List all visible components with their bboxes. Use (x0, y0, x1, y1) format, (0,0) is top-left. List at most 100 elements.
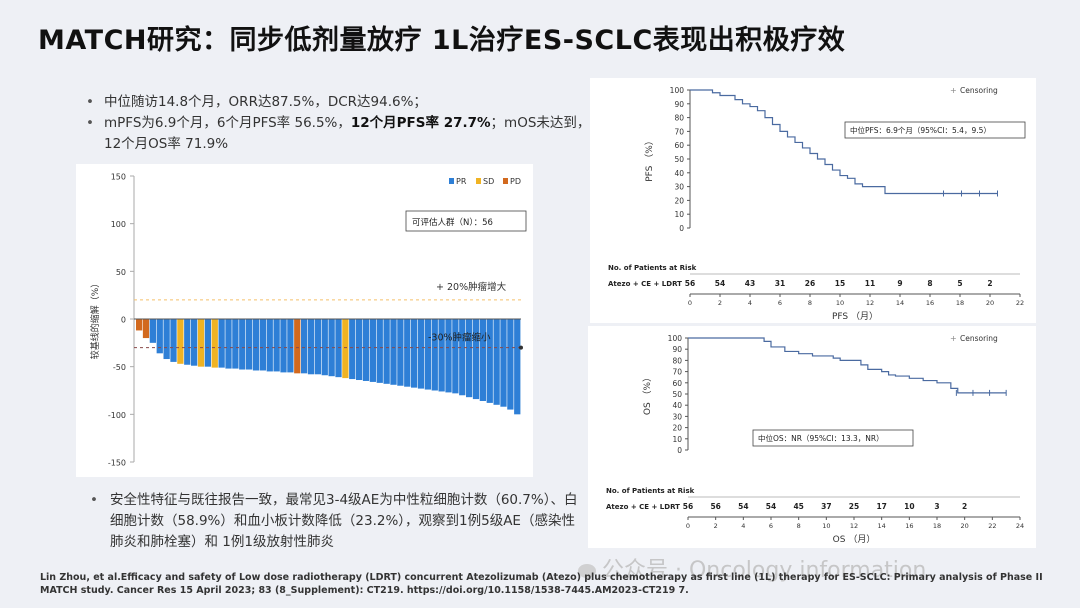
y-axis-label: OS （%） (642, 373, 653, 415)
y-tick-label: 150 (111, 173, 126, 182)
bar (376, 319, 383, 383)
bar (252, 319, 260, 371)
y-tick-label: 40 (672, 401, 682, 410)
risk-number: 15 (835, 279, 845, 288)
risk-number: 54 (766, 502, 776, 511)
x-tick-label: 14 (896, 299, 904, 307)
legend-swatch (476, 178, 481, 184)
y-tick-label: 100 (668, 334, 683, 343)
risk-number: 56 (685, 279, 695, 288)
bar (225, 319, 232, 369)
legend-censor-label: Censoring (960, 86, 998, 95)
bar (191, 319, 198, 366)
risk-number: 11 (865, 279, 875, 288)
bar (404, 319, 411, 387)
risk-number: 31 (775, 279, 785, 288)
bar (328, 319, 335, 377)
median-box (844, 121, 1026, 139)
x-tick-label: 2 (714, 522, 718, 530)
x-tick-label: 22 (988, 522, 996, 530)
legend-swatch (503, 178, 508, 184)
legend-censor-symbol: + (950, 334, 957, 343)
y-tick-label: 100 (111, 220, 126, 229)
risk-number: 17 (876, 502, 886, 511)
bar (177, 319, 184, 364)
bar (232, 319, 239, 369)
y-tick-label: 60 (674, 141, 684, 150)
median-box (752, 429, 914, 447)
slide-title: MATCH研究：同步低剂量放疗 1L治疗ES-SCLC表现出积极疗效 (38, 25, 846, 56)
legend-label: SD (483, 177, 494, 186)
risk-title: No. of Patients at Risk (608, 264, 697, 272)
risk-number: 5 (957, 279, 962, 288)
bar (383, 319, 390, 384)
risk-number: 54 (738, 502, 748, 511)
bar (246, 319, 253, 370)
risk-number: 25 (849, 502, 859, 511)
reference-citation: Lin Zhou, et al.Efficacy and safety of L… (40, 572, 1043, 596)
risk-number: 56 (683, 502, 693, 511)
x-tick-label: 0 (686, 522, 690, 530)
bar (452, 319, 459, 394)
bar (507, 319, 514, 410)
y-tick-label: 20 (672, 424, 682, 433)
y-tick-label: 90 (674, 100, 684, 109)
x-tick-label: 10 (836, 299, 844, 307)
wechat-icon (578, 564, 596, 578)
reference-line-label: + 20%肿瘤增大 (436, 281, 507, 293)
bar (204, 319, 212, 367)
bar (149, 319, 157, 343)
bar (287, 319, 294, 373)
bar (321, 319, 328, 376)
pfs-km-chart: 0 10 20 30 40 50 60 70 80 90 100 PFS （%） + Censoring 中… (590, 78, 1036, 323)
x-tick-label: 10 (822, 522, 830, 530)
y-tick-label: 100 (670, 86, 685, 95)
x-tick-label: 20 (961, 522, 969, 530)
x-tick-label: 12 (850, 522, 858, 530)
bar (390, 319, 397, 385)
y-tick-label: 70 (674, 127, 684, 136)
bar (493, 319, 500, 405)
bar (301, 319, 308, 374)
y-tick-label: 20 (674, 196, 684, 205)
risk-number: 8 (927, 279, 932, 288)
annotation-box (405, 210, 527, 232)
y-tick-label: 40 (674, 169, 684, 178)
x-axis-label: OS （月） (833, 534, 876, 545)
bar (349, 319, 356, 380)
y-tick-label: -50 (113, 363, 126, 372)
bullet-survival-a: mPFS为6.9个月，6个月PFS率 56.5%， (104, 115, 351, 131)
bullet-survival: mPFS为6.9个月，6个月PFS率 56.5%，12个月PFS率 27.7%；… (86, 113, 596, 155)
bar (514, 319, 521, 415)
bar (369, 319, 377, 382)
x-tick-label: 0 (688, 299, 692, 307)
top-bullets: 中位随访14.8个月，ORR达87.5%，DCR达94.6%； mPFS为6.9… (86, 92, 596, 155)
bar (479, 319, 487, 401)
legend-censor-symbol: + (950, 86, 957, 95)
y-tick-label: 10 (672, 435, 682, 444)
y-tick-label: 60 (672, 379, 682, 388)
y-tick-label: -150 (108, 459, 126, 468)
bar (266, 319, 273, 372)
x-tick-label: 4 (741, 522, 745, 530)
y-tick-label: 50 (116, 268, 126, 277)
bullet-safety: 安全性特征与既往报告一致，最常见3-4级AE为中性粒细胞计数（60.7%）、白细… (88, 490, 578, 553)
annotation-text: 可评估人群（N）：56 (412, 217, 493, 228)
risk-number: 26 (805, 279, 815, 288)
waterfall-svg: 150 100 50 0 -50 -100 -150 较基线的缩解（%） + 20%肿瘤增大 -3… (89, 173, 527, 468)
y-tick-label: 10 (674, 210, 684, 219)
bar (184, 319, 191, 365)
bullet-survival-bold: 12个月PFS率 27.7% (350, 115, 491, 131)
bar (211, 319, 218, 368)
y-tick-label: 50 (672, 390, 682, 399)
y-axis-label: 较基线的缩解（%） (89, 279, 101, 360)
median-text: 中位PFS：6.9个月（95%CI：5.4，9.5） (850, 125, 991, 135)
bar (156, 319, 163, 354)
bar (342, 319, 349, 379)
y-tick-label: 30 (672, 412, 682, 421)
x-tick-label: 6 (769, 522, 773, 530)
risk-number: 56 (710, 502, 720, 511)
bar (356, 319, 363, 381)
risk-number: 10 (904, 502, 914, 511)
